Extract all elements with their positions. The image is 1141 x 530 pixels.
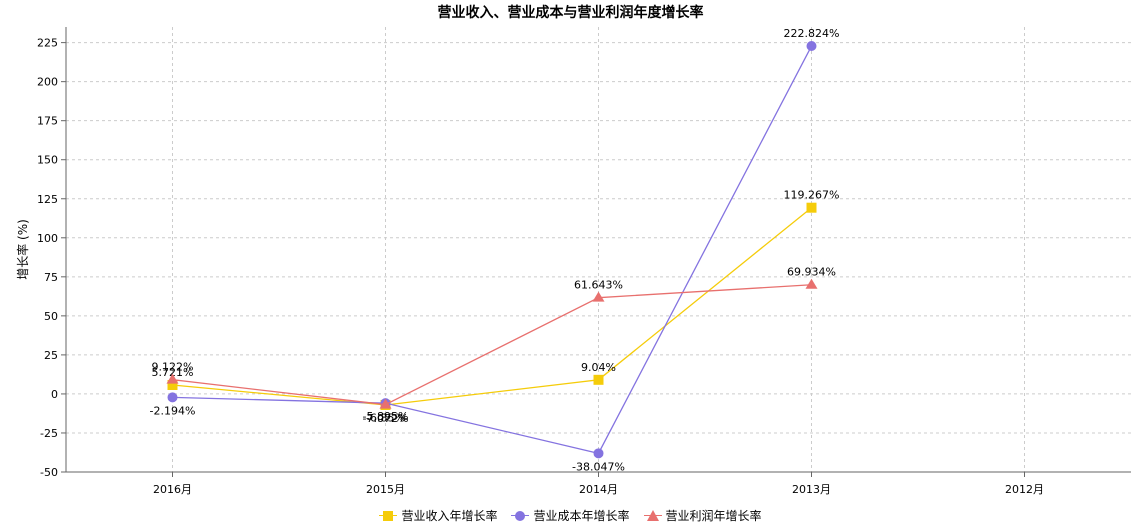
data-label: 119.267% [784,189,840,202]
legend-item-cost[interactable]: 营业成本年增长率 [511,507,630,524]
data-label: 5.721% [152,366,194,379]
legend-item-profit[interactable]: 营业利润年增长率 [643,507,762,524]
data-label: 61.643% [574,279,623,292]
circle-marker-icon [511,510,530,521]
data-label: -38.047% [572,460,625,473]
x-tick-label: 2013月 [792,483,831,496]
legend-item-revenue[interactable]: 营业收入年增长率 [379,507,497,524]
data-label: 69.934% [787,266,836,279]
x-tick-label: 2012月 [1005,483,1044,496]
y-tick-label: -50 [40,466,58,479]
y-tick-label: -25 [40,427,58,440]
y-tick-label: 225 [37,37,58,50]
y-tick-label: 200 [37,76,58,89]
data-label: 9.122% [152,361,194,374]
x-tick-label: 2015月 [366,483,405,496]
triangle-marker-icon [643,509,662,521]
series-line [172,45,813,455]
y-tick-label: 50 [44,310,58,323]
y-tick-label: 0 [51,388,58,401]
data-point-circle [167,392,178,403]
series-line [172,284,812,406]
y-tick-label: 150 [37,154,58,167]
data-label: 222.824% [784,27,840,40]
data-point-triangle [805,278,818,289]
y-tick-label: 125 [37,193,58,206]
x-tick-label: 2014月 [579,483,618,496]
data-point-triangle [592,291,605,302]
x-tick-label: 2016月 [153,483,192,496]
series-line [172,207,812,406]
data-label: -7.072% [363,412,409,425]
data-label: 9.04% [581,361,616,374]
chart-legend: 营业收入年增长率 营业成本年增长率 营业利润年增长率 [0,507,1141,524]
data-point-square [167,379,178,390]
y-tick-label: 75 [44,271,58,284]
square-marker-icon [379,510,398,521]
data-label: -6.85% [366,412,405,425]
data-point-circle [593,448,604,459]
data-label: -5.895% [363,410,409,423]
data-point-triangle [379,398,392,409]
legend-label: 营业收入年增长率 [401,509,498,523]
data-label: -2.194% [150,404,196,417]
data-point-circle [806,41,817,52]
y-tick-label: 100 [37,232,58,245]
legend-label: 营业利润年增长率 [665,509,762,523]
y-tick-label: 25 [44,349,58,362]
y-axis-label: 增长率 (%) [15,219,30,280]
legend-label: 营业成本年增长率 [533,509,630,523]
y-tick-label: 175 [37,115,58,128]
data-point-square [593,374,604,385]
chart-title: 营业收入、营业成本与营业利润年度增长率 [437,5,704,21]
data-point-triangle [166,373,179,384]
data-point-square [806,202,817,213]
